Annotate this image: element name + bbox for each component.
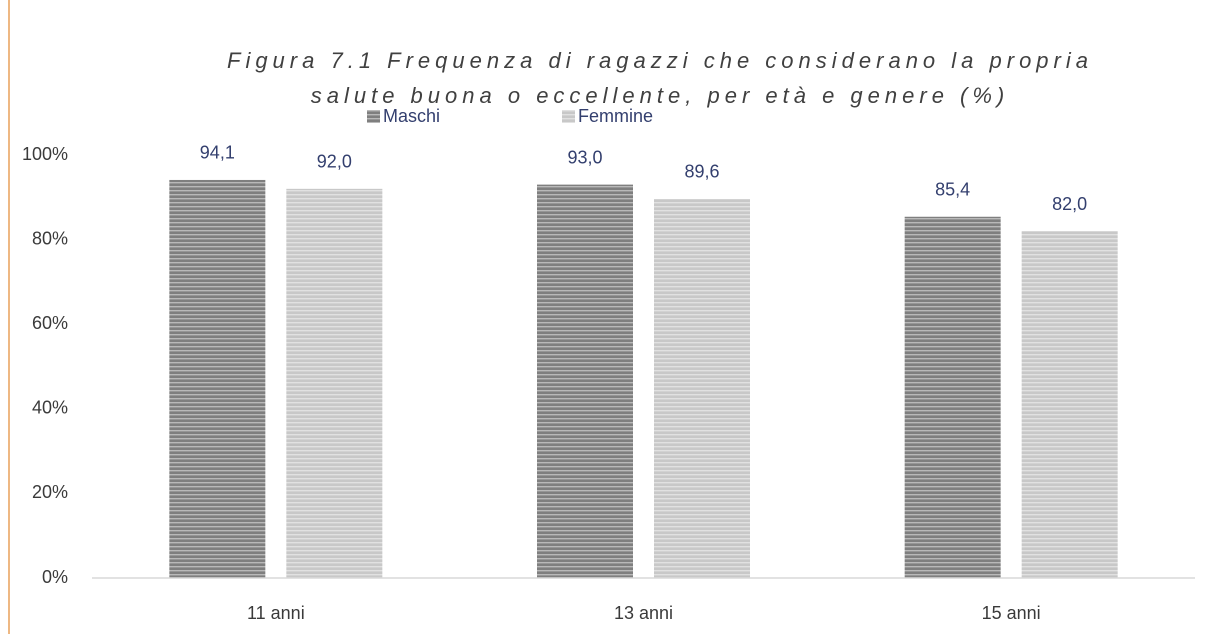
y-tick-label: 40%: [32, 398, 68, 418]
value-label: 89,6: [684, 162, 719, 182]
chart-title: salute buona o eccellente, per età e gen…: [311, 83, 1010, 108]
bar: [286, 188, 383, 578]
x-tick-label: 11 anni: [247, 603, 305, 623]
y-tick-label: 60%: [32, 313, 68, 333]
bar: [537, 184, 633, 579]
value-label: 82,0: [1052, 194, 1087, 214]
x-tick-label: 13 anni: [614, 603, 673, 623]
bar: [654, 198, 750, 578]
bar: [904, 216, 1001, 578]
legend-label: Maschi: [383, 106, 440, 126]
value-label: 94,1: [200, 143, 235, 163]
value-label: 93,0: [567, 147, 602, 167]
y-tick-label: 0%: [42, 567, 68, 587]
bar: [169, 179, 266, 578]
legend-swatch: [562, 110, 575, 123]
y-tick-label: 80%: [32, 228, 68, 248]
legend-swatch: [367, 110, 380, 123]
y-tick-label: 100%: [22, 144, 68, 164]
value-label: 92,0: [317, 152, 352, 172]
bar: [1021, 231, 1118, 578]
legend-label: Femmine: [578, 106, 653, 126]
value-label: 85,4: [935, 180, 970, 200]
x-tick-label: 15 anni: [982, 603, 1041, 623]
chart-title: Figura 7.1 Frequenza di ragazzi che cons…: [227, 48, 1093, 73]
y-tick-label: 20%: [32, 482, 68, 502]
